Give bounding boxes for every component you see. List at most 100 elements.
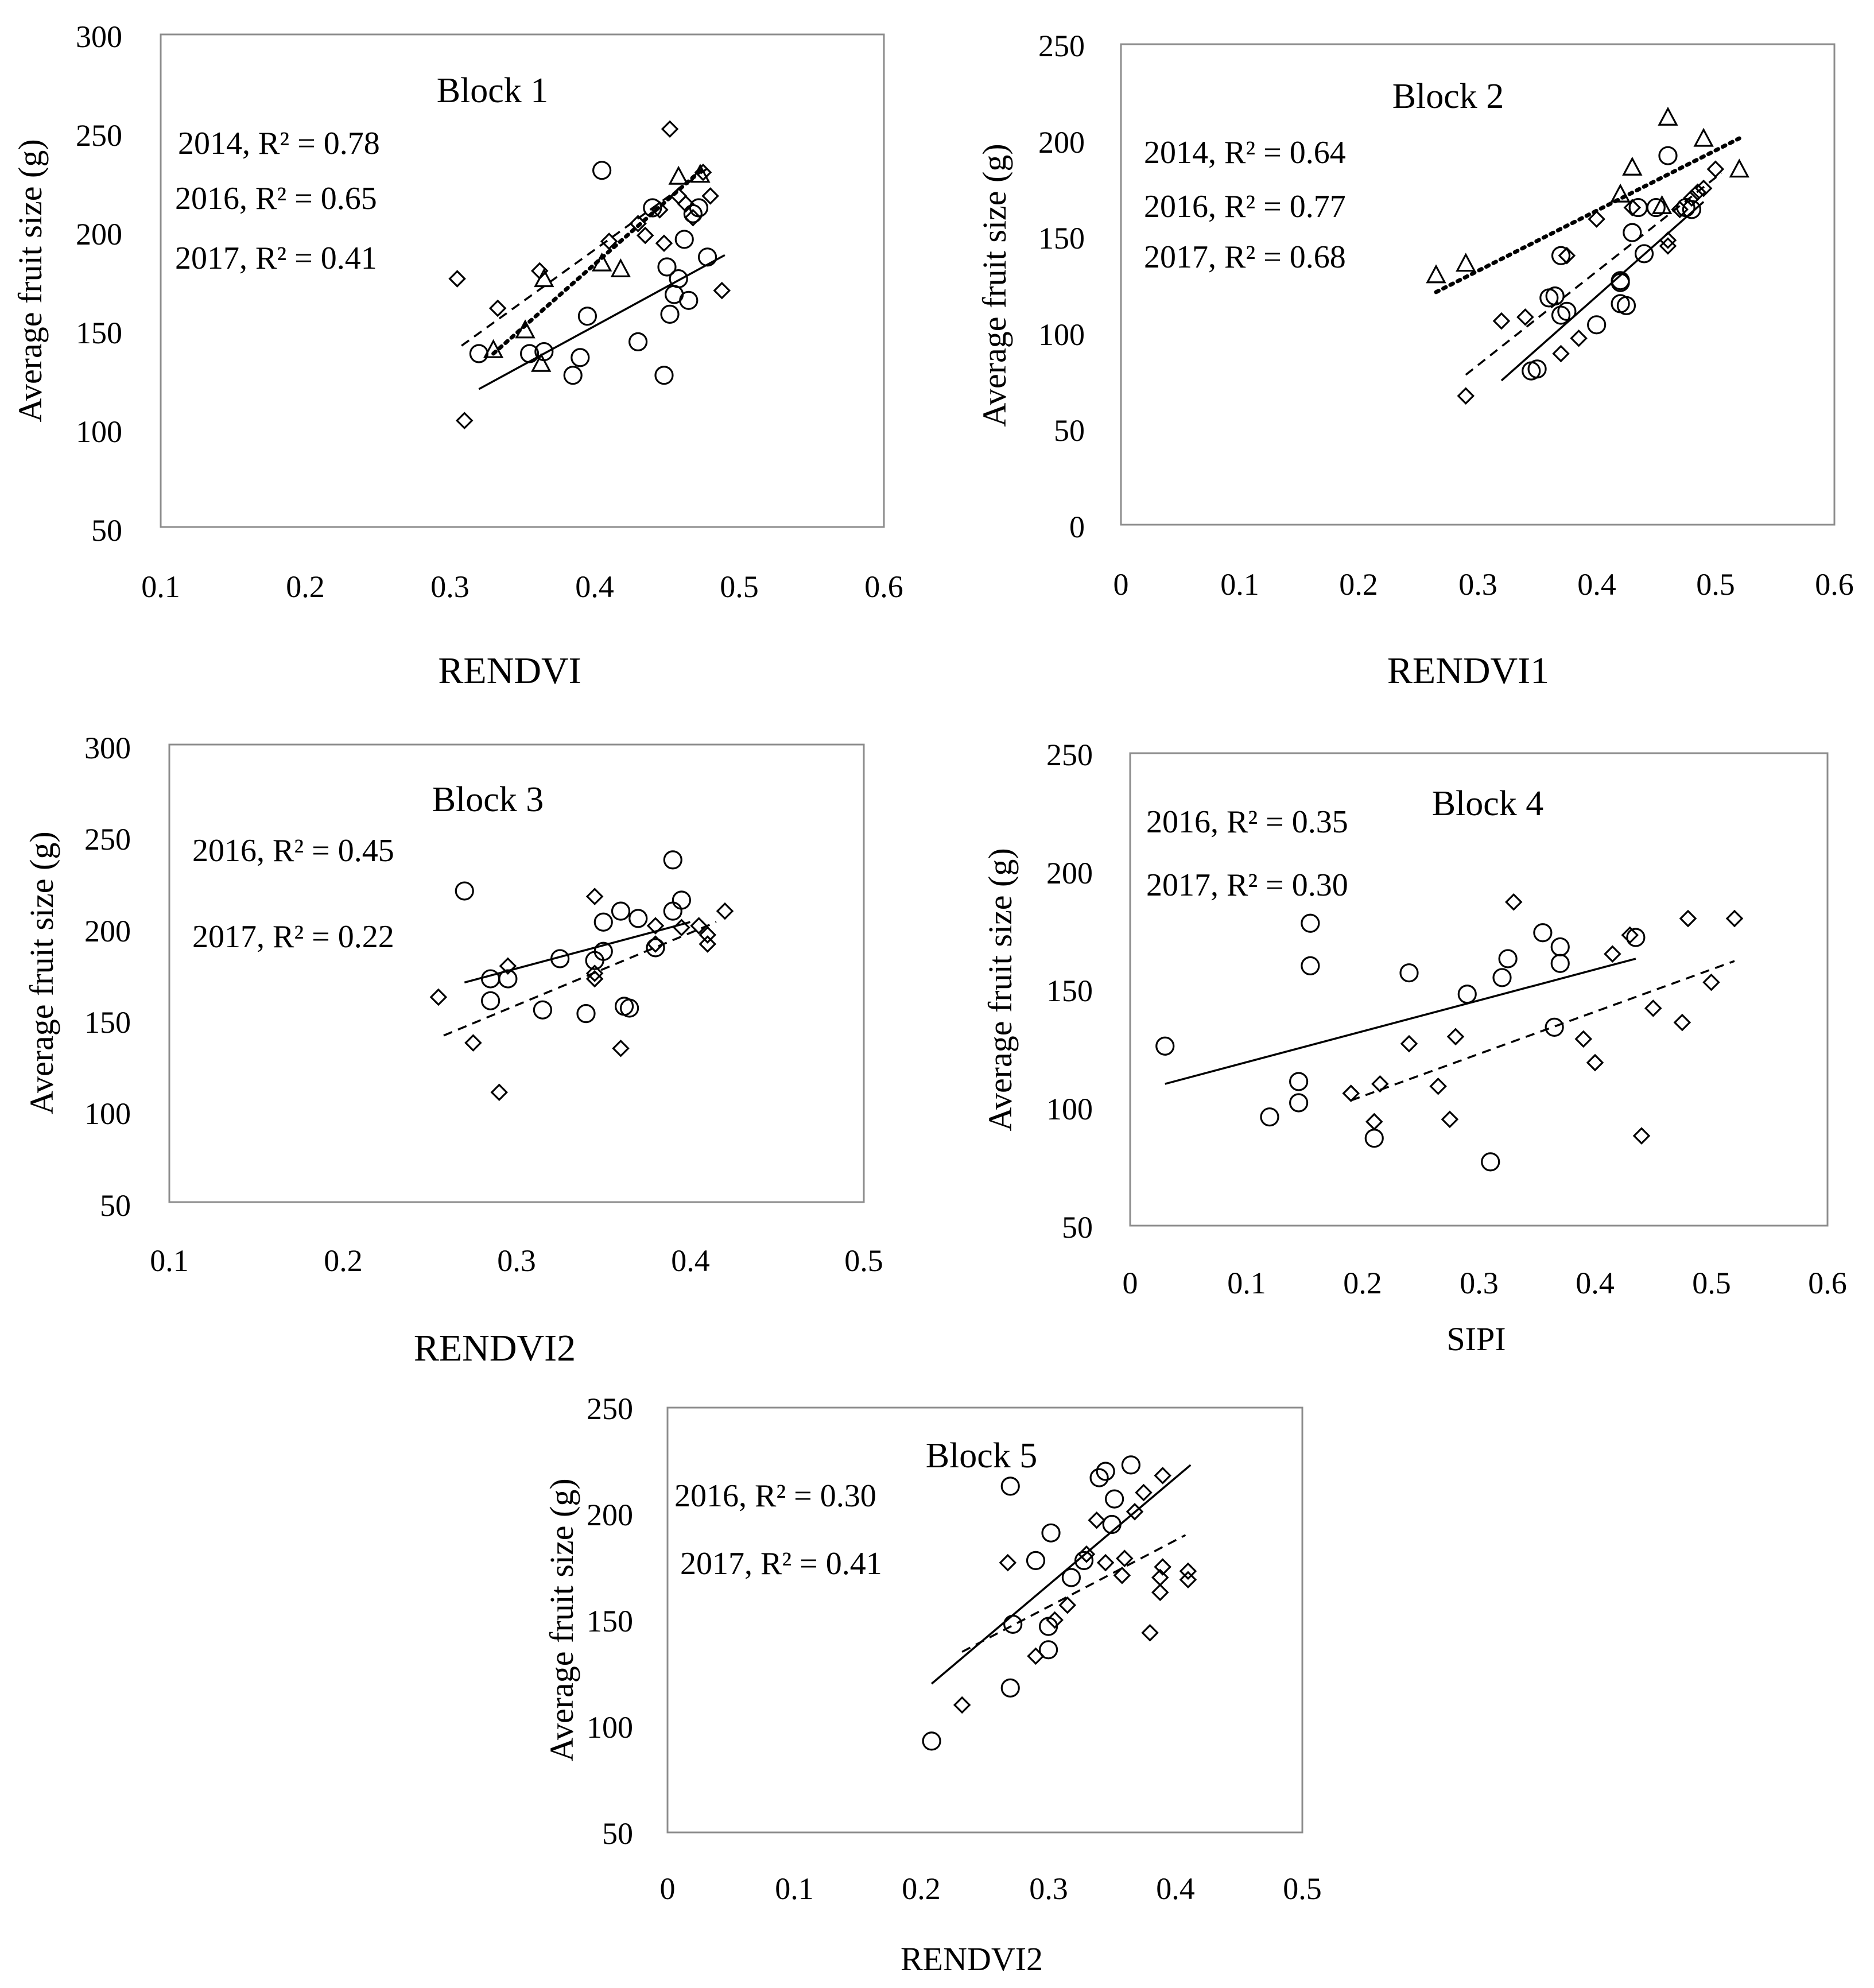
data-point-diamond — [999, 1553, 1017, 1572]
data-point-circle — [563, 366, 583, 385]
chart-block-4: Block 4 2016, R² = 0.35 2017, R² = 0.30 … — [981, 738, 1847, 1358]
x-axis-label: RENDVI — [438, 650, 581, 692]
data-point-diamond — [1706, 160, 1725, 178]
x-tick-label: 0.1 — [150, 1243, 189, 1278]
data-point-circle — [593, 941, 613, 961]
y-tick-label: 100 — [1046, 1092, 1093, 1126]
data-point-diamond — [661, 120, 679, 138]
x-tick-label: 0 — [1113, 567, 1129, 602]
y-tick-label: 300 — [84, 731, 131, 765]
data-point-circle — [1364, 1129, 1384, 1148]
data-point-diamond — [585, 888, 604, 905]
data-point-diamond — [1552, 344, 1570, 363]
data-point-circle — [679, 290, 699, 310]
y-tick-label: 250 — [1038, 29, 1085, 63]
chart-title: Block 2 — [1392, 77, 1504, 116]
data-point-diamond — [716, 902, 734, 920]
y-tick-label: 150 — [84, 1005, 131, 1040]
data-point-diamond — [1135, 1483, 1153, 1502]
trendline-2017 — [961, 1534, 1186, 1653]
data-point-diamond — [1623, 199, 1642, 216]
annotation-r2: 2017, R² = 0.41 — [175, 241, 377, 276]
data-point-triangle — [534, 268, 554, 288]
data-point-triangle — [1729, 158, 1749, 178]
data-point-triangle — [1610, 183, 1631, 203]
data-marks — [1155, 893, 1744, 1172]
chart-title: Block 1 — [437, 71, 549, 110]
x-tick-label: 0.1 — [141, 569, 180, 604]
data-point-circle — [571, 348, 590, 367]
x-tick-label: 0.6 — [1808, 1266, 1847, 1300]
data-point-circle — [1682, 200, 1701, 219]
data-point-circle — [1646, 197, 1666, 218]
annotation-r2: 2016, R² = 0.30 — [674, 1478, 876, 1514]
trendline-2014 — [1434, 136, 1741, 294]
data-point-diamond — [1604, 945, 1621, 963]
y-axis-label: Average fruit size (g) — [23, 831, 60, 1114]
data-point-diamond — [1371, 1075, 1389, 1093]
y-tick-label: 100 — [84, 1096, 131, 1131]
y-tick-label: 150 — [76, 316, 122, 350]
data-point-diamond — [1179, 1571, 1197, 1588]
data-point-circle — [1301, 913, 1320, 933]
y-tick-label: 50 — [100, 1188, 131, 1223]
data-point-circle — [1457, 985, 1477, 1004]
data-point-circle — [1289, 1072, 1309, 1091]
data-point-circle — [669, 269, 688, 289]
data-point-diamond — [1046, 1611, 1064, 1629]
y-tick-label: 200 — [84, 914, 131, 948]
x-tick-label: 0.5 — [1696, 567, 1735, 602]
chart-block-3: Block 3 2016, R² = 0.45 2017, R² = 0.22 … — [23, 731, 883, 1369]
data-point-diamond — [646, 917, 665, 935]
annotation-r2: 2016, R² = 0.65 — [175, 181, 377, 216]
data-point-diamond — [1151, 1583, 1169, 1602]
trendline-2017 — [443, 921, 717, 1037]
data-point-circle — [674, 230, 694, 249]
trendline-2014 — [491, 166, 705, 356]
data-point-diamond — [1516, 308, 1534, 326]
data-point-diamond — [684, 208, 702, 227]
data-point-circle — [593, 912, 613, 932]
y-tick-label: 250 — [84, 822, 131, 857]
data-point-diamond — [1457, 387, 1475, 405]
data-point-diamond — [600, 232, 618, 250]
data-point-circle — [628, 909, 648, 928]
data-point-diamond — [1141, 1623, 1159, 1642]
data-point-diamond — [636, 226, 654, 245]
data-point-diamond — [1116, 1549, 1134, 1567]
y-axis-label: Average fruit size (g) — [976, 144, 1013, 427]
data-point-circle — [1289, 1093, 1309, 1113]
data-point-circle — [646, 938, 665, 958]
data-point-circle — [1550, 937, 1570, 957]
data-point-circle — [1550, 954, 1570, 973]
data-point-diamond — [1659, 237, 1677, 255]
data-point-diamond — [669, 187, 688, 205]
x-tick-label: 0.6 — [1815, 567, 1854, 602]
data-point-circle — [1155, 1036, 1175, 1056]
data-point-diamond — [1689, 183, 1707, 201]
data-point-circle — [643, 198, 662, 218]
data-point-diamond — [1671, 200, 1689, 219]
annotation-r2: 2014, R² = 0.78 — [178, 126, 380, 161]
data-point-diamond — [499, 957, 517, 975]
data-point-diamond — [1558, 247, 1576, 265]
y-tick-label: 250 — [587, 1392, 633, 1426]
data-point-circle — [534, 342, 554, 362]
x-tick-label: 0.1 — [1227, 1266, 1266, 1300]
data-point-diamond — [1673, 1013, 1691, 1032]
data-point-diamond — [694, 163, 712, 181]
data-point-diamond — [1659, 231, 1677, 249]
x-tick-label: 0 — [1123, 1266, 1138, 1300]
data-point-diamond — [1179, 1562, 1197, 1580]
data-point-circle — [1545, 1017, 1564, 1037]
data-point-circle — [1000, 1678, 1020, 1698]
data-point-circle — [1623, 223, 1642, 242]
data-point-triangle — [1622, 156, 1643, 176]
data-point-diamond — [1588, 210, 1605, 228]
data-point-circle — [657, 257, 677, 277]
data-point-diamond — [1441, 1110, 1459, 1129]
data-point-circle — [1003, 1614, 1023, 1634]
trendline-2016 — [1465, 172, 1722, 376]
x-tick-label: 0.4 — [1156, 1871, 1195, 1906]
x-tick-label: 0.3 — [1460, 1266, 1499, 1300]
